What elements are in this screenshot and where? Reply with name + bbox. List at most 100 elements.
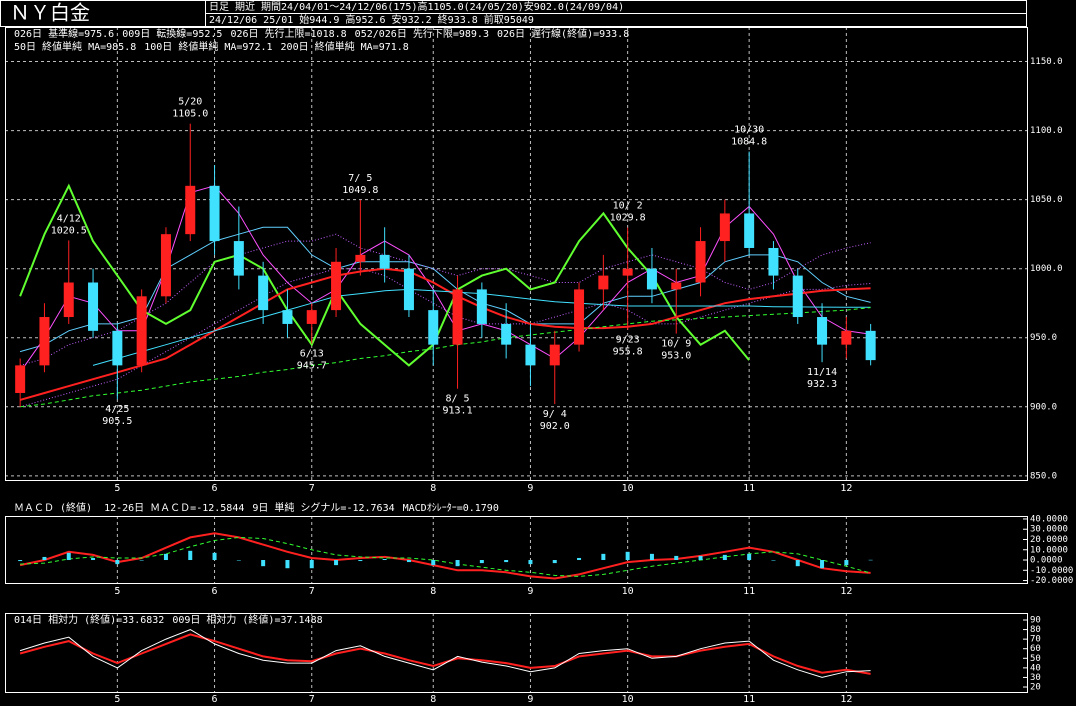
oscillator-bar — [844, 560, 849, 566]
legend-entry: 12-26日 ＭＡＣＤ=-12.5844 — [104, 503, 244, 514]
annotation-value: 1029.8 — [610, 213, 646, 224]
candle-body — [744, 213, 755, 248]
legend-entry: MACDｵｼﾚｰﾀｰ=0.1790 — [403, 502, 499, 514]
oscillator-bar — [722, 554, 727, 561]
y-tick-label: 40.0000 — [1030, 514, 1068, 524]
legend-entry: 026日 基準線=975.6 — [14, 27, 114, 40]
candle-body — [63, 282, 74, 318]
annotation-date: 6/13 — [300, 349, 324, 360]
y-tick-label: 1150.0 — [1030, 57, 1063, 67]
y-tick-label: 20 — [1030, 683, 1041, 693]
oscillator-bar — [18, 560, 23, 562]
candle-body — [646, 268, 657, 290]
x-tick-label: 5 — [114, 694, 120, 705]
candle-body — [501, 323, 512, 345]
x-tick-label: 11 — [743, 694, 755, 705]
candle-body — [403, 268, 414, 311]
oscillator-bar — [649, 553, 654, 561]
y-tick-label: 1000.0 — [1030, 264, 1063, 274]
annotation-date: 10/30 — [734, 125, 764, 136]
y-tick-label: 950.0 — [1030, 333, 1057, 343]
annotation-date: 9/ 4 — [543, 409, 567, 420]
x-tick-label: 8 — [430, 483, 436, 494]
annotation-value: 955.8 — [613, 347, 643, 358]
annotation-date: 4/25 — [105, 404, 129, 415]
series-line — [19, 233, 871, 366]
quote-box — [205, 13, 1027, 27]
candle-body — [476, 289, 487, 324]
candle-body — [671, 282, 682, 290]
legend-entry: 052/026日 先行下限=989.3 — [355, 27, 489, 40]
y-tick-label: 20.0000 — [1030, 535, 1068, 545]
x-tick-label: 5 — [114, 483, 120, 494]
candle-body — [865, 330, 876, 361]
legend-entry: 014日 相対力 (終値)=33.6832 — [14, 613, 164, 626]
y-tick-label: 70 — [1030, 635, 1041, 645]
annotation-date: 5/20 — [178, 97, 202, 108]
annotation-date: 8/ 5 — [446, 394, 470, 405]
candle-body — [209, 185, 220, 242]
oscillator-bar — [795, 560, 800, 567]
y-tick-label: 1100.0 — [1030, 126, 1063, 136]
oscillator-bar — [212, 552, 217, 561]
x-tick-label: 9 — [527, 694, 533, 705]
oscillator-bar — [42, 556, 47, 561]
x-tick-label: 7 — [309, 483, 315, 494]
candle-body — [233, 241, 244, 276]
series-line — [19, 267, 871, 401]
legend-entry: 9日 単純 シグナル=-12.7634 — [252, 501, 394, 514]
oscillator-bar — [309, 560, 314, 569]
oscillator-bar — [674, 555, 679, 561]
annotation-value: 932.3 — [807, 379, 837, 390]
series-line — [19, 532, 871, 580]
x-tick-label: 10 — [622, 586, 634, 597]
candle-body — [88, 282, 99, 331]
oscillator-bar — [868, 559, 873, 561]
y-tick-label: 850.0 — [1030, 471, 1057, 481]
x-tick-label: 9 — [527, 586, 533, 597]
oscillator-bar — [528, 560, 533, 565]
legend-entry: 026日 遅行線(終値)=933.8 — [497, 27, 629, 40]
candle-body — [258, 275, 269, 311]
oscillator-bar — [139, 560, 144, 561]
series-line — [20, 307, 871, 408]
y-tick-label: 30 — [1030, 673, 1041, 683]
oscillator-bar — [820, 560, 825, 569]
series-line — [20, 536, 871, 577]
candle-body — [112, 330, 123, 366]
oscillator-bar — [698, 555, 703, 561]
annotation-value: 905.5 — [102, 416, 132, 427]
y-tick-label: 80 — [1030, 625, 1041, 635]
x-tick-label: 6 — [212, 694, 218, 705]
legend-entry: 50日 終値単純 MA=985.8 — [14, 40, 136, 53]
chart-title: ＮＹ白金 — [10, 1, 90, 25]
oscillator-bar — [455, 560, 460, 567]
x-tick-label: 12 — [840, 694, 852, 705]
candle-body — [428, 310, 439, 345]
period-info: 日足 期近 期間24/04/01～24/12/06(175)高1105.0(24… — [209, 0, 624, 13]
candle-body — [817, 317, 828, 345]
x-tick-label: 7 — [309, 694, 315, 705]
y-tick-label: 1050.0 — [1030, 195, 1063, 205]
annotation-value: 913.1 — [442, 406, 472, 417]
x-tick-label: 10 — [622, 483, 634, 494]
y-tick-label: 60 — [1030, 644, 1041, 654]
candle-body — [136, 296, 147, 366]
oscillator-bar — [261, 560, 266, 567]
candle-body — [622, 268, 633, 276]
series-line — [19, 629, 871, 678]
y-tick-label: 0.0000 — [1030, 556, 1063, 566]
legend-entry: 100日 終値単純 MA=972.1 — [144, 40, 272, 53]
oscillator-bar — [358, 560, 363, 562]
x-tick-label: 12 — [840, 483, 852, 494]
annotation-value: 953.0 — [661, 351, 691, 362]
legend-entry: 200日 終値単純 MA=971.8 — [281, 40, 409, 53]
x-tick-label: 11 — [743, 483, 755, 494]
annotation-date: 9/23 — [616, 335, 640, 346]
oscillator-bar — [431, 560, 436, 566]
legend-entry: 026日 先行上限=1018.8 — [230, 27, 346, 40]
x-tick-label: 11 — [743, 586, 755, 597]
quote-info: 24/12/06 25/01 始944.9 高952.6 安932.2 終933… — [209, 13, 534, 26]
